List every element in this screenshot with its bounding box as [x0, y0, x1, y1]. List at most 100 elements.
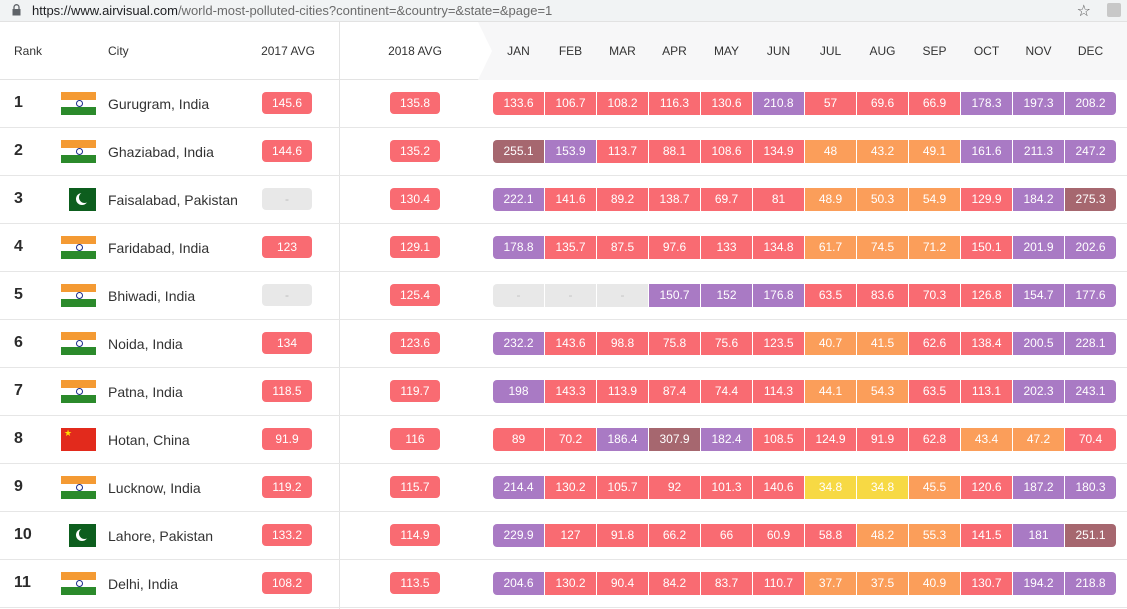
city-name[interactable]: Ghaziabad, India [108, 144, 214, 160]
month-value-mar: 90.4 [597, 572, 648, 595]
india-flag-icon [61, 236, 96, 259]
month-value-jun: 108.5 [753, 428, 804, 451]
table-row[interactable]: 8 Hotan, China 91.9 116 8970.2186.4307.9182.… [0, 416, 1127, 464]
month-value-jan: 133.6 [493, 92, 544, 115]
month-value-sep: 62.8 [909, 428, 960, 451]
month-value-sep: 54.9 [909, 188, 960, 211]
month-value-sep: 49.1 [909, 140, 960, 163]
month-value-aug: 83.6 [857, 284, 908, 307]
month-header-apr[interactable]: APR [662, 44, 687, 58]
month-value-feb: 141.6 [545, 188, 596, 211]
month-value-apr: 92 [649, 476, 700, 499]
city-name[interactable]: Lahore, Pakistan [108, 528, 214, 544]
url-host: https://www.airvisual.com [32, 3, 178, 18]
city-name[interactable]: Gurugram, India [108, 96, 210, 112]
month-value-jan: 222.1 [493, 188, 544, 211]
city-name[interactable]: Faisalabad, Pakistan [108, 192, 238, 208]
avg-2017-badge: 91.9 [262, 428, 312, 450]
month-value-apr: 116.3 [649, 92, 700, 115]
rank-header[interactable]: Rank [14, 44, 43, 58]
table-row[interactable]: 4 Faridabad, India 123 129.1 178.8 135.7 87.5 9… [0, 224, 1127, 272]
month-value-sep: 70.3 [909, 284, 960, 307]
avg2018-header[interactable]: 2018 AVG [388, 44, 442, 58]
month-value-jan: 178.8 [493, 236, 544, 259]
month-header-nov[interactable]: NOV [1025, 44, 1052, 58]
city-header[interactable]: City [108, 44, 129, 58]
month-header-mar[interactable]: MAR [609, 44, 636, 58]
month-header-jun[interactable]: JUN [766, 44, 791, 58]
table-row[interactable]: 1 Gurugram, India 145.6 135.8 133.6 106.7 108.… [0, 80, 1127, 128]
month-header-jul[interactable]: JUL [819, 44, 842, 58]
table-row[interactable]: 10 Lahore, Pakistan 133.2 114.9 229.9 127 91.8… [0, 512, 1127, 560]
month-value-mar: 105.7 [597, 476, 648, 499]
month-value-feb: 135.7 [545, 236, 596, 259]
month-header-jan[interactable]: JAN [507, 44, 530, 58]
address-bar[interactable]: https://www.airvisual.com/world-most-pol… [0, 0, 1127, 22]
table-row[interactable]: 2 Ghaziabad, India 144.6 135.2 255.1 153.9 113… [0, 128, 1127, 176]
city-name[interactable]: Delhi, India [108, 576, 179, 592]
avg-2017-badge: 118.5 [262, 380, 312, 402]
month-value-may: 152 [701, 284, 752, 307]
month-value-oct: 113.1 [961, 380, 1012, 403]
month-value-oct: 150.1 [961, 236, 1012, 259]
month-value-dec: 247.2 [1065, 140, 1116, 163]
month-value-jan: 198 [493, 380, 544, 403]
month-value-nov: 201.9 [1013, 236, 1064, 259]
month-value-jul: 63.5 [805, 284, 856, 307]
month-value-nov: 181 [1013, 524, 1064, 547]
month-value-dec: 180.3 [1065, 476, 1116, 499]
city-name[interactable]: Lucknow, India [108, 480, 201, 496]
month-value-nov: 197.3 [1013, 92, 1064, 115]
month-value-oct: 126.8 [961, 284, 1012, 307]
month-value-may: 182.4 [701, 428, 752, 451]
month-value-nov: 187.2 [1013, 476, 1064, 499]
india-flag-icon [61, 284, 96, 307]
month-value-mar: 186.4 [597, 428, 648, 451]
month-header-dec[interactable]: DEC [1077, 44, 1104, 58]
month-value-aug: 91.9 [857, 428, 908, 451]
month-header-may[interactable]: MAY [713, 44, 740, 58]
month-header-oct[interactable]: OCT [973, 44, 1000, 58]
city-name[interactable]: Noida, India [108, 336, 183, 352]
month-value-nov: 154.7 [1013, 284, 1064, 307]
month-value-dec: 251.1 [1065, 524, 1116, 547]
avg-2018-badge: 135.2 [390, 140, 440, 162]
city-name[interactable]: Patna, India [108, 384, 183, 400]
table-row[interactable]: 3 Faisalabad, Pakistan - 130.4 222.1 141.6 89.… [0, 176, 1127, 224]
month-value-sep: 63.5 [909, 380, 960, 403]
url-text[interactable]: https://www.airvisual.com/world-most-pol… [32, 3, 552, 18]
table-row[interactable]: 6 Noida, India 134 123.6 232.2 143.6 98.8 75.8 7… [0, 320, 1127, 368]
city-name[interactable]: Faridabad, India [108, 240, 210, 256]
table-row[interactable]: 5 Bhiwadi, India -125.4- - -150.7 152 176.8 63.… [0, 272, 1127, 320]
month-value-oct: 141.5 [961, 524, 1012, 547]
month-value-nov: 184.2 [1013, 188, 1064, 211]
month-value-dec: 218.8 [1065, 572, 1116, 595]
month-value-oct: 178.3 [961, 92, 1012, 115]
month-value-jul: 34.8 [805, 476, 856, 499]
table-row[interactable]: 7 Patna, India 118.5 119.7 198 143.3 113.9 87.4… [0, 368, 1127, 416]
month-header-sep[interactable]: SEP [922, 44, 947, 58]
month-value-jun: 140.6 [753, 476, 804, 499]
month-value-mar: 91.8 [597, 524, 648, 547]
bookmark-star-icon[interactable]: ☆ [1076, 3, 1091, 20]
month-value-jun: 134.9 [753, 140, 804, 163]
month-header-aug[interactable]: AUG [869, 44, 896, 58]
month-value-apr: 138.7 [649, 188, 700, 211]
month-value-mar: 108.2 [597, 92, 648, 115]
china-flag-icon [61, 428, 96, 451]
month-value-apr: 84.2 [649, 572, 700, 595]
month-value-jul: 124.9 [805, 428, 856, 451]
avg2017-header[interactable]: 2017 AVG [261, 44, 315, 58]
avg-2017-badge: 145.6 [262, 92, 312, 114]
city-name[interactable]: Hotan, China [108, 432, 190, 448]
month-value-oct: 129.9 [961, 188, 1012, 211]
month-value-jun: 134.8 [753, 236, 804, 259]
extension-icon[interactable] [1107, 3, 1121, 17]
city-name[interactable]: Bhiwadi, India [108, 288, 196, 304]
month-value-dec: 177.6 [1065, 284, 1116, 307]
month-header-feb[interactable]: FEB [558, 44, 583, 58]
month-value-nov: 202.3 [1013, 380, 1064, 403]
table-row[interactable]: 11 Delhi, India 108.2 113.5 204.6 130.2 90.4 84… [0, 560, 1127, 608]
table-row[interactable]: 9 Lucknow, India 119.2 115.7 214.4 130.2 105.7… [0, 464, 1127, 512]
month-value-aug: 48.2 [857, 524, 908, 547]
